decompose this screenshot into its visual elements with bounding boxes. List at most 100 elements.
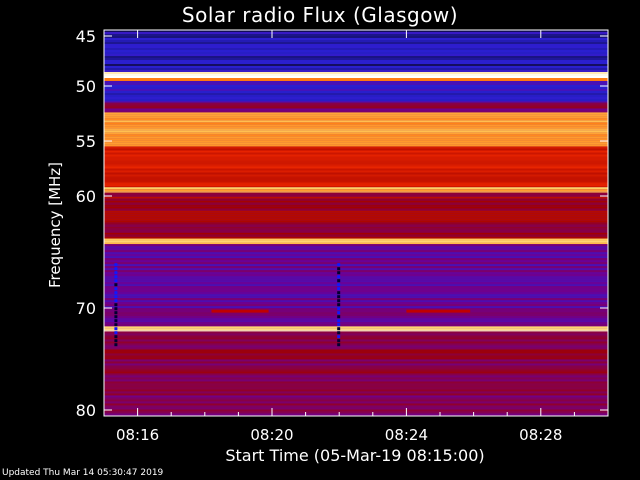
band-stripe bbox=[104, 187, 608, 190]
band-stripe bbox=[104, 314, 608, 317]
band-stripe bbox=[104, 44, 608, 46]
band-stripe bbox=[104, 322, 608, 325]
band-stripe bbox=[104, 371, 608, 374]
band-stripe bbox=[104, 256, 608, 259]
band-stripe bbox=[104, 280, 608, 283]
band-stripe bbox=[104, 381, 608, 384]
band-stripe bbox=[104, 60, 608, 62]
band-stripe bbox=[104, 383, 608, 386]
burst-streak bbox=[114, 295, 118, 299]
band-stripe bbox=[104, 367, 608, 370]
band-stripe bbox=[104, 242, 608, 245]
band-stripe bbox=[104, 216, 608, 219]
band-stripe bbox=[104, 337, 608, 340]
band-stripe bbox=[104, 397, 608, 400]
band-stripe bbox=[104, 42, 608, 44]
band-stripe bbox=[104, 99, 608, 101]
band-stripe bbox=[104, 72, 608, 74]
band-stripe bbox=[104, 240, 608, 243]
band-stripe bbox=[104, 68, 608, 70]
band-stripe bbox=[104, 154, 608, 157]
x-tick-label: 08:16 bbox=[116, 426, 159, 444]
band-stripe bbox=[104, 359, 608, 362]
band-stripe bbox=[104, 379, 608, 382]
burst-streak bbox=[114, 319, 118, 323]
band-stripe bbox=[104, 254, 608, 257]
frequency-band bbox=[104, 238, 608, 245]
burst-streak bbox=[337, 299, 341, 303]
band-stripe bbox=[104, 300, 608, 303]
band-stripe bbox=[104, 38, 608, 40]
band-stripe bbox=[104, 290, 608, 293]
band-stripe bbox=[104, 198, 608, 201]
y-axis-label: Frequency [MHz] bbox=[46, 161, 64, 289]
burst-streak bbox=[114, 275, 118, 279]
frequency-band bbox=[104, 102, 608, 113]
updated-timestamp: Updated Thu Mar 14 05:30:47 2019 bbox=[2, 468, 164, 478]
band-stripe bbox=[104, 52, 608, 54]
band-stripe bbox=[104, 312, 608, 315]
band-stripe bbox=[104, 170, 608, 173]
frequency-band bbox=[104, 30, 608, 72]
band-stripe bbox=[104, 50, 608, 52]
band-stripe bbox=[104, 186, 608, 188]
band-stripe bbox=[104, 70, 608, 72]
frequency-bands bbox=[104, 30, 608, 416]
burst-streak bbox=[114, 315, 118, 319]
band-stripe bbox=[104, 74, 608, 76]
band-stripe bbox=[104, 206, 608, 209]
frequency-band bbox=[104, 331, 608, 416]
band-stripe bbox=[104, 180, 608, 183]
band-stripe bbox=[104, 184, 608, 187]
burst-dash bbox=[406, 309, 471, 313]
band-stripe bbox=[104, 104, 608, 107]
band-stripe bbox=[104, 324, 608, 327]
band-stripe bbox=[104, 393, 608, 396]
band-stripe bbox=[104, 189, 608, 192]
burst-streak bbox=[337, 319, 341, 323]
band-stripe bbox=[104, 264, 608, 267]
burst-streak bbox=[337, 339, 341, 343]
band-stripe bbox=[104, 347, 608, 350]
burst-dash bbox=[211, 309, 269, 313]
band-stripe bbox=[104, 91, 608, 93]
band-stripe bbox=[104, 343, 608, 346]
band-stripe bbox=[104, 403, 608, 406]
frequency-band bbox=[104, 146, 608, 188]
burst-streak bbox=[114, 299, 118, 303]
y-axis-ticks: 45 50 55 60 70 80 bbox=[76, 27, 608, 420]
band-stripe bbox=[104, 182, 608, 185]
band-stripe bbox=[104, 292, 608, 295]
band-stripe bbox=[104, 210, 608, 213]
band-stripe bbox=[104, 226, 608, 229]
burst-streak bbox=[114, 303, 118, 307]
band-stripe bbox=[104, 85, 608, 87]
band-stripe bbox=[104, 128, 608, 131]
y-tick-label: 45 bbox=[76, 27, 96, 46]
band-stripe bbox=[104, 160, 608, 163]
band-stripe bbox=[104, 76, 608, 78]
band-stripe bbox=[104, 108, 608, 111]
x-axis-ticks: 08:16 08:20 08:24 08:28 bbox=[103, 30, 609, 444]
band-stripe bbox=[104, 222, 608, 225]
band-stripe bbox=[104, 308, 608, 311]
band-stripe bbox=[104, 391, 608, 394]
band-stripe bbox=[104, 246, 608, 249]
burst-streak bbox=[114, 311, 118, 315]
band-stripe bbox=[104, 196, 608, 199]
band-stripe bbox=[104, 278, 608, 281]
band-stripe bbox=[104, 296, 608, 299]
band-stripe bbox=[104, 389, 608, 392]
band-stripe bbox=[104, 335, 608, 338]
band-stripe bbox=[104, 136, 608, 139]
band-stripe bbox=[104, 377, 608, 380]
band-stripe bbox=[104, 162, 608, 165]
band-stripe bbox=[104, 140, 608, 143]
band-stripe bbox=[104, 349, 608, 352]
burst-streak bbox=[337, 291, 341, 295]
burst-streak bbox=[114, 327, 118, 331]
band-stripe bbox=[104, 365, 608, 368]
band-stripe bbox=[104, 120, 608, 123]
band-stripe bbox=[104, 373, 608, 376]
band-stripe bbox=[104, 288, 608, 291]
